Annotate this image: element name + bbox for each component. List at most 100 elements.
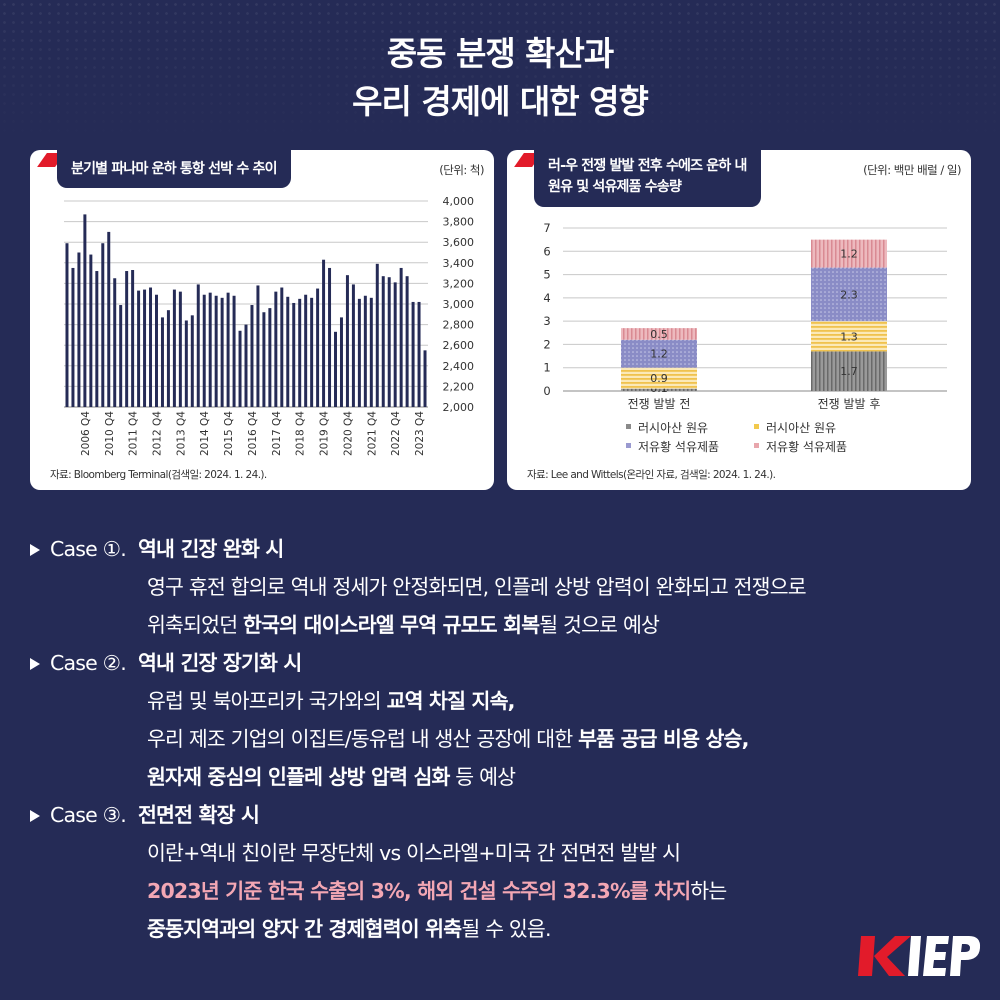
case-heading: Case ②. 역내 긴장 장기화 시: [30, 644, 980, 682]
y-tick-label: 2,000: [443, 401, 475, 414]
panama-chart-title: 분기별 파나마 운하 통항 선박 수 추이: [57, 150, 291, 188]
bar: [387, 277, 391, 407]
bar: [375, 263, 379, 407]
triangle-bullet-icon: [30, 658, 40, 670]
bar: [244, 324, 248, 407]
emphasis-text: 부품 공급 비용 상승,: [578, 727, 749, 751]
case-text-line: 이란+역내 친이란 무장단체 vs 이스라엘+미국 간 전면전 발발 시: [147, 834, 1000, 872]
kiep-logo: [858, 936, 981, 976]
x-tick-label: 2011 Q4: [128, 411, 140, 456]
bar: [83, 214, 87, 407]
body-text: 위축되었던: [147, 613, 244, 637]
bar: [316, 288, 320, 407]
y-tick-label: 6: [543, 244, 550, 258]
y-tick-label: 3,600: [443, 236, 475, 249]
scenario-cases: Case ①. 역내 긴장 완화 시 영구 휴전 합의로 역내 정세가 안정화되면,…: [30, 530, 980, 948]
data-label: 0.5: [650, 328, 668, 341]
stacked-bar-segment: [621, 388, 697, 391]
triangle-bullet-icon: [30, 810, 40, 822]
x-tick-label: 2021 Q4: [366, 411, 378, 456]
bar: [202, 294, 206, 407]
y-tick-label: 2,800: [443, 319, 475, 332]
legend-label: 러시아산 원유: [638, 421, 708, 435]
title-line-2: 우리 경제에 대한 영향: [352, 82, 649, 121]
bar: [107, 231, 111, 407]
emphasis-text: 중동지역과의 양자 간 경제협력이 위축: [147, 917, 462, 941]
bar: [345, 275, 349, 407]
bar: [411, 301, 415, 407]
bar: [160, 317, 164, 407]
body-text: 이란+역내 친이란 무장단체 vs 이스라엘+미국 간 전면전 발발 시: [147, 841, 681, 865]
bar: [250, 305, 254, 407]
x-category-label: 전쟁 발발 후: [818, 397, 881, 411]
y-tick-label: 2: [543, 337, 550, 351]
title-line-1: 중동 분쟁 확산과: [386, 34, 615, 73]
y-tick-label: 2,400: [443, 360, 475, 373]
bar: [172, 289, 176, 407]
stacked-bar-segment: [621, 339, 697, 368]
case-text-line: 원자재 중심의 인플레 상방 압력 심화 등 예상: [147, 758, 1000, 796]
bar: [125, 271, 129, 407]
x-tick-label: 2015 Q4: [223, 411, 235, 456]
bar: [405, 276, 409, 407]
bar: [131, 270, 135, 407]
bar: [196, 284, 200, 407]
bar: [113, 278, 117, 407]
case-label: Case ②.: [50, 651, 127, 675]
y-tick-label: 3,200: [443, 277, 475, 290]
legend-swatch: [754, 443, 759, 448]
y-tick-label: 3: [543, 314, 550, 328]
panama-bar-chart: 2,000 2,200 2,400 2,600 2,800 3,000 3,200 3,400…: [64, 195, 475, 456]
bar: [214, 295, 218, 407]
bar: [381, 276, 385, 407]
suez-chart-unit: (단위: 백만 배럴 / 일): [863, 163, 961, 177]
bar: [95, 271, 99, 407]
suez-title-line-2: 원유 및 석유제품 수송량: [548, 179, 682, 195]
bar: [328, 267, 332, 407]
data-label: 1.7: [840, 365, 858, 378]
bar: [155, 294, 158, 407]
emphasis-text: 한국의 대이스라엘 무역 규모도 회복: [243, 613, 540, 637]
bar: [178, 291, 182, 407]
bar: [101, 243, 105, 407]
data-label: 0.9: [650, 372, 668, 385]
suez-title-line-1: 러-우 전쟁 발발 전후 수에즈 운하 내: [548, 158, 747, 174]
case-text-line: 유럽 및 북아프리카 국가와의 교역 차질 지속,: [147, 682, 1000, 720]
x-tick-label: 2012 Q4: [151, 411, 163, 456]
bar: [220, 297, 224, 407]
bar: [166, 310, 170, 407]
y-tick-label: 7: [543, 221, 550, 235]
bar: [286, 296, 290, 407]
bar: [322, 259, 326, 407]
bar: [351, 284, 355, 407]
x-tick-label: 2023 Q4: [414, 411, 426, 456]
x-tick-label: 2016 Q4: [247, 411, 259, 456]
data-label: 1.2: [650, 348, 668, 361]
bar: [77, 252, 81, 407]
body-text: 될 것으로 예상: [539, 613, 660, 637]
panama-chart-source: 자료: Bloomberg Terminal(검색일: 2024. 1. 24.…: [50, 469, 267, 481]
background-pattern: [0, 0, 1000, 150]
stacked-bar-segment: [811, 239, 887, 268]
bar: [298, 298, 302, 407]
body-text: 영구 휴전 합의로 역내 정세가 안정화되면, 인플레 상방 압력이 완화되고 …: [147, 575, 807, 599]
panama-chart-panel: 분기별 파나마 운하 통항 선박 수 추이 (단위: 척) 2,000 2,200…: [30, 150, 494, 490]
legend-label: 러시아산 원유: [766, 421, 836, 435]
y-tick-label: 3,800: [443, 216, 475, 229]
panama-chart-unit: (단위: 척): [439, 163, 484, 177]
bar: [357, 298, 361, 407]
y-tick-label: 3,400: [443, 257, 475, 270]
x-tick-label: 2010 Q4: [104, 411, 116, 456]
page-title: 중동 분쟁 확산과 우리 경제에 대한 영향: [0, 30, 1000, 126]
bar: [119, 305, 123, 407]
bar: [310, 297, 314, 407]
stacked-bar-segment: [811, 351, 887, 391]
x-tick-label: 2020 Q4: [342, 411, 354, 456]
x-tick-label: 2019 Q4: [319, 411, 331, 456]
bar: [423, 350, 427, 407]
bar: [65, 243, 69, 407]
case-label: Case ③.: [50, 803, 127, 827]
body-text: 우리 제조 기업의 이집트/동유럽 내 생산 공장에 대한: [147, 727, 579, 751]
bar: [238, 330, 242, 407]
